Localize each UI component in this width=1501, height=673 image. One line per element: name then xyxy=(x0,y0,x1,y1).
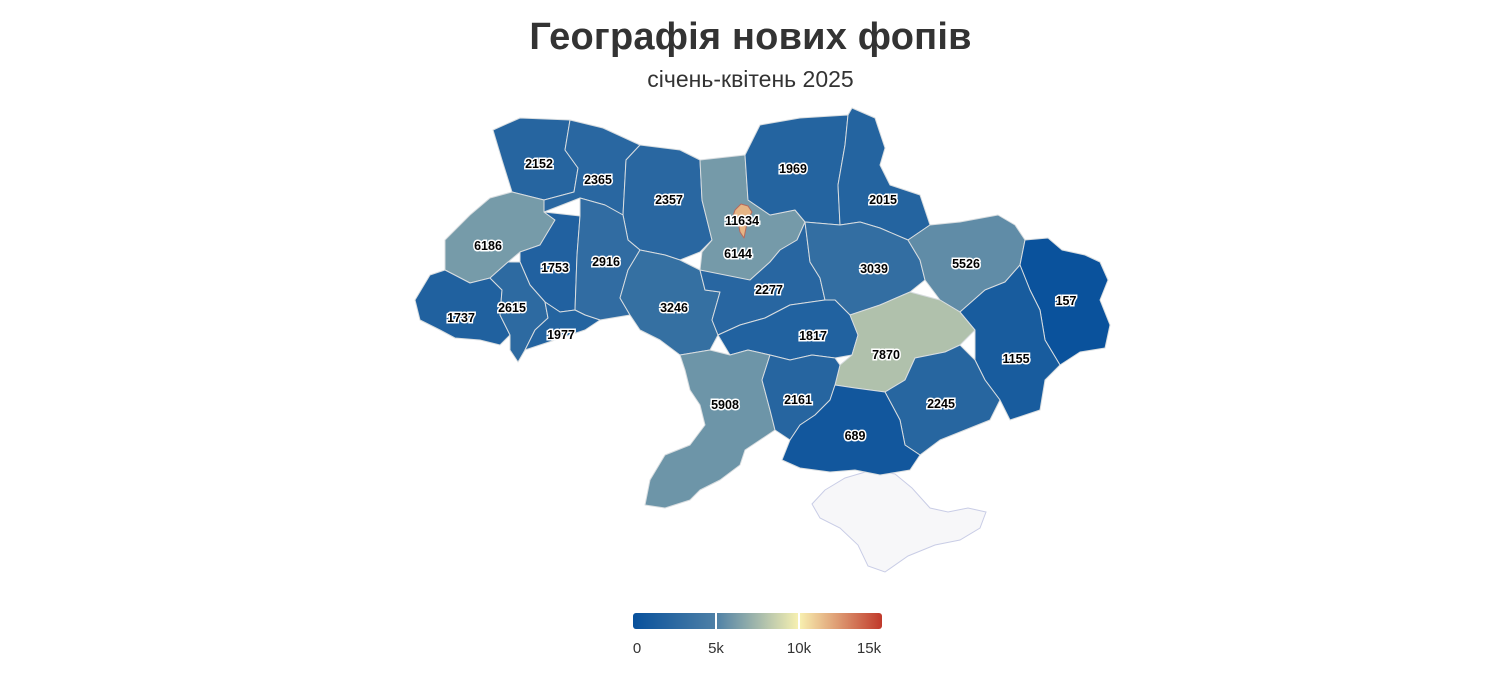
map-title: Географія нових фопів xyxy=(529,16,972,58)
region-value-label-vinnytsia: 3246 xyxy=(660,301,688,315)
legend-tick-mark xyxy=(715,613,717,629)
ukraine-choropleth-map: 2152 2365 2357 6144 11634 1969 2015 6186 1753 291… xyxy=(414,107,1111,573)
region-vinnytsia[interactable] xyxy=(619,249,721,356)
region-kherson[interactable] xyxy=(781,384,921,476)
region-value-label-zhytomyr: 2357 xyxy=(655,193,683,207)
region-value-label-khmelnytskyi: 2916 xyxy=(592,255,620,269)
map-subtitle: січень-квітень 2025 xyxy=(647,66,854,92)
region-value-label-kyiv-city: 11634 xyxy=(725,214,759,228)
region-zakarpattia[interactable] xyxy=(414,269,511,346)
region-value-label-luhansk: 157 xyxy=(1056,294,1077,308)
region-value-label-sumy: 2015 xyxy=(869,193,897,207)
legend-tick-label: 0 xyxy=(632,640,642,657)
region-value-label-zakarpattia: 1737 xyxy=(447,311,475,325)
region-odesa[interactable] xyxy=(644,349,776,509)
region-kyiv-city[interactable] xyxy=(732,203,753,239)
region-value-label-volyn: 2152 xyxy=(525,157,553,171)
region-value-label-odesa: 5908 xyxy=(711,398,739,412)
region-sumy[interactable] xyxy=(837,107,931,241)
region-value-label-zaporizhzhia: 2245 xyxy=(927,397,955,411)
region-value-label-rivne: 2365 xyxy=(584,173,612,187)
region-value-label-kirovohrad: 1817 xyxy=(799,329,827,343)
region-value-label-chernivtsi: 1977 xyxy=(547,328,575,342)
legend-tick-label: 15k xyxy=(856,640,882,657)
region-value-label-ternopil: 1753 xyxy=(541,261,569,275)
legend-tick-label: 10k xyxy=(786,640,812,657)
region-value-label-lviv: 6186 xyxy=(474,239,502,253)
region-crimea[interactable] xyxy=(811,469,987,573)
region-value-label-poltava: 3039 xyxy=(860,262,888,276)
region-value-label-ivano-frankivsk: 2615 xyxy=(498,301,526,315)
region-value-label-donetsk: 1155 xyxy=(1002,352,1029,366)
region-value-label-kherson: 689 xyxy=(845,429,866,443)
region-value-label-kyiv-region: 6144 xyxy=(724,247,752,261)
legend-color-scale xyxy=(633,613,882,629)
region-chernivtsi[interactable] xyxy=(524,301,601,351)
legend-tick-label: 5k xyxy=(708,640,724,657)
region-value-label-dnipropetrovsk: 7870 xyxy=(872,348,900,362)
region-value-label-kharkiv: 5526 xyxy=(952,257,980,271)
region-value-label-chernihiv: 1969 xyxy=(779,162,807,176)
region-donetsk[interactable] xyxy=(959,264,1061,421)
region-value-label-cherkasy: 2277 xyxy=(755,283,783,297)
legend-tick-mark xyxy=(798,613,800,629)
region-value-label-mykolaiv: 2161 xyxy=(784,393,812,407)
